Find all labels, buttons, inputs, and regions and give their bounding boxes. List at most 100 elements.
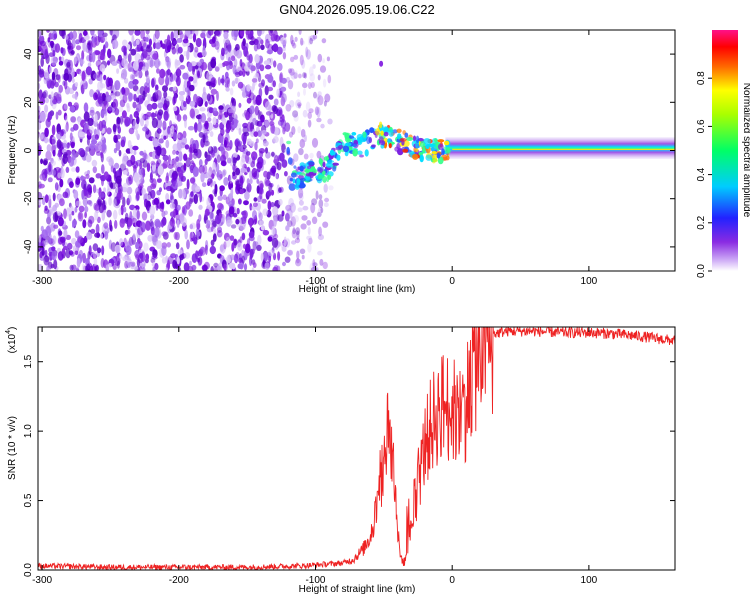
signal-blob xyxy=(308,171,313,176)
noise-cell xyxy=(66,207,70,217)
snr-line-group xyxy=(38,327,675,570)
noise-cell xyxy=(212,233,217,242)
noise-cell xyxy=(132,161,139,169)
noise-cell xyxy=(106,209,112,218)
noise-cell xyxy=(227,108,235,114)
noise-cell xyxy=(283,236,287,247)
noise-cell xyxy=(139,97,144,103)
noise-cell xyxy=(312,34,318,40)
noise-cell xyxy=(77,236,84,244)
noise-cell xyxy=(199,191,203,203)
noise-cell xyxy=(212,107,218,113)
noise-cell xyxy=(232,212,238,218)
noise-cell xyxy=(197,70,200,78)
noise-cell xyxy=(163,110,169,121)
noise-cell xyxy=(99,192,105,198)
noise-cell xyxy=(75,200,82,207)
noise-cell xyxy=(92,243,99,252)
noise-cell xyxy=(176,44,180,55)
signal-blob xyxy=(423,138,431,145)
noise-cell xyxy=(242,135,247,146)
noise-cell xyxy=(176,204,181,211)
noise-cell xyxy=(246,84,251,92)
noise-cell xyxy=(129,73,136,81)
noise-cell xyxy=(142,159,148,168)
noise-cell xyxy=(248,92,255,101)
signal-blob xyxy=(332,162,339,166)
noise-cell xyxy=(136,191,140,201)
signal-blob xyxy=(307,165,311,169)
noise-cell xyxy=(240,167,247,173)
noise-cell xyxy=(249,178,253,185)
signal-blob xyxy=(296,178,301,186)
signal-blob xyxy=(326,160,335,163)
noise-cell xyxy=(199,107,206,112)
signal-blob xyxy=(292,178,296,184)
signal-blob xyxy=(317,168,324,173)
noise-cell xyxy=(235,218,240,225)
noise-cell xyxy=(78,32,83,44)
noise-cell xyxy=(229,87,234,96)
noise-cell xyxy=(164,210,168,216)
noise-cell xyxy=(257,109,261,120)
noise-cell xyxy=(100,151,104,159)
noise-cell xyxy=(221,47,225,57)
noise-cell xyxy=(99,54,105,61)
noise-cell xyxy=(154,57,161,69)
noise-cell xyxy=(270,33,277,42)
noise-cell xyxy=(270,123,276,134)
noise-cell xyxy=(270,201,275,208)
noise-cell xyxy=(291,240,297,245)
noise-cell xyxy=(151,162,156,172)
noise-cell xyxy=(294,237,301,244)
noise-cell xyxy=(256,161,263,169)
signal-blob xyxy=(331,151,336,156)
noise-cell xyxy=(116,58,122,64)
signal-blob xyxy=(430,143,437,151)
noise-cell xyxy=(163,135,167,140)
noise-cell xyxy=(293,54,299,60)
noise-cell xyxy=(70,67,75,79)
noise-cell xyxy=(102,44,106,54)
noise-cell xyxy=(258,82,265,88)
noise-cell xyxy=(210,77,217,88)
noise-cell xyxy=(184,118,187,129)
noise-cell xyxy=(74,206,78,213)
noise-cell xyxy=(50,222,56,232)
signal-blob xyxy=(419,154,424,163)
signal-blob xyxy=(290,172,297,178)
noise-cell xyxy=(170,253,177,259)
noise-cell xyxy=(217,195,223,201)
signal-blob xyxy=(443,140,450,146)
noise-cell xyxy=(213,146,218,154)
noise-cell xyxy=(89,106,95,114)
signal-blob xyxy=(412,135,417,142)
noise-cell xyxy=(239,175,245,184)
noise-cell xyxy=(244,243,251,254)
noise-cell xyxy=(266,190,272,197)
noise-cell xyxy=(38,82,41,90)
noise-cell xyxy=(266,49,273,55)
noise-cell xyxy=(135,39,140,45)
noise-cell xyxy=(136,220,143,228)
noise-cell xyxy=(226,254,232,264)
noise-cell xyxy=(159,201,164,210)
noise-cell xyxy=(97,216,101,223)
noise-cell xyxy=(242,38,246,47)
noise-cell xyxy=(150,57,154,69)
noise-cell xyxy=(101,245,105,256)
noise-cell xyxy=(297,91,301,98)
noise-cell xyxy=(94,232,101,238)
signal-blob xyxy=(332,165,337,172)
noise-cell xyxy=(137,183,144,190)
noise-cell xyxy=(320,207,324,214)
noise-cell xyxy=(161,245,167,257)
noise-cell xyxy=(278,198,283,206)
noise-cell xyxy=(76,45,81,51)
noise-cell xyxy=(82,197,88,207)
noise-cell xyxy=(65,121,69,132)
noise-cell xyxy=(137,226,144,236)
noise-cell xyxy=(246,121,252,132)
noise-cell xyxy=(153,226,160,238)
noise-cell xyxy=(95,151,102,156)
